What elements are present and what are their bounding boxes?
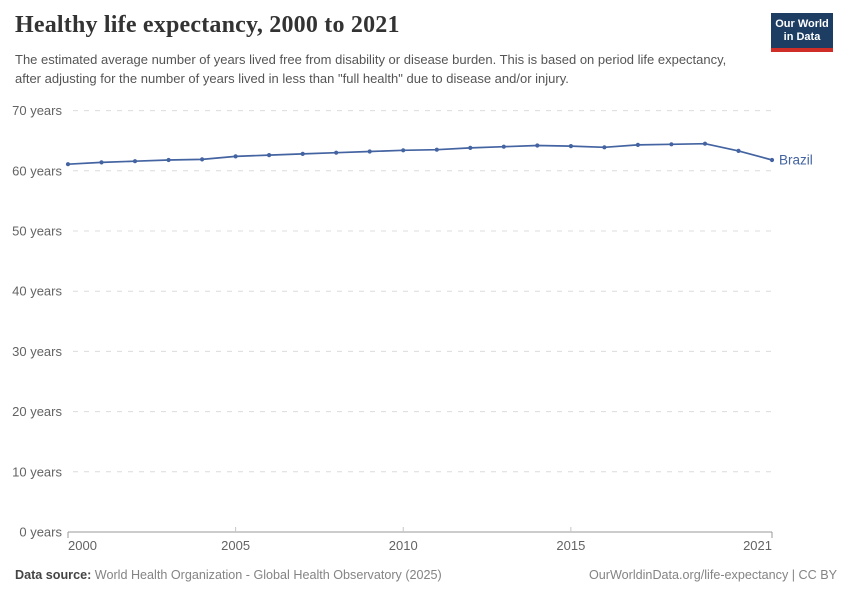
y-axis-tick-label: 20 years [12, 404, 62, 419]
data-source-label: Data source: [15, 568, 92, 582]
data-point-marker[interactable] [99, 160, 104, 165]
attribution-link[interactable]: OurWorldinData.org/life-expectancy | CC … [588, 568, 837, 582]
data-point-marker[interactable] [501, 144, 506, 149]
chart-subtitle: The estimated average number of years li… [15, 52, 727, 86]
data-point-marker[interactable] [769, 157, 775, 163]
owid-logo[interactable]: Our World in Data [771, 13, 833, 52]
data-point-marker[interactable] [233, 154, 238, 159]
data-point-marker[interactable] [65, 162, 71, 167]
series-line-brazil[interactable] [67, 142, 773, 166]
owid-logo-line1: Our World [775, 18, 829, 30]
data-source-text[interactable]: World Health Organization - Global Healt… [94, 568, 442, 582]
data-point-marker[interactable] [736, 148, 741, 153]
data-point-marker[interactable] [367, 149, 372, 154]
data-point-marker[interactable] [702, 141, 708, 146]
y-axis-tick-label: 40 years [12, 284, 62, 299]
data-point-marker[interactable] [334, 150, 339, 155]
x-axis-tick-label: 2005 [221, 538, 250, 553]
x-axis-tick-label: 2010 [389, 538, 418, 553]
data-point-marker[interactable] [535, 143, 540, 148]
y-axis-tick-label: 30 years [12, 344, 62, 359]
y-axis-tick-label: 70 years [12, 103, 62, 118]
data-point-marker[interactable] [166, 157, 171, 163]
x-axis-tick-label: 2015 [556, 538, 585, 553]
data-point-marker[interactable] [401, 148, 406, 153]
y-axis-tick-label: 0 years [19, 525, 62, 540]
data-point-marker[interactable] [568, 144, 574, 149]
y-axis-tick-label: 60 years [12, 163, 62, 178]
data-point-marker[interactable] [200, 157, 205, 162]
data-point-marker[interactable] [635, 142, 641, 147]
x-axis-tick-label: 2000 [68, 538, 97, 553]
y-axis-tick-label: 10 years [12, 464, 62, 479]
y-axis-tick-label: 50 years [12, 224, 62, 239]
data-point-marker[interactable] [669, 142, 674, 147]
data-point-marker[interactable] [434, 147, 439, 152]
data-point-marker[interactable] [132, 159, 138, 164]
data-source: Data source: World Health Organization -… [15, 568, 442, 582]
data-point-marker[interactable] [468, 145, 473, 150]
chart-title: Healthy life expectancy, 2000 to 2021 [15, 12, 400, 38]
data-point-marker[interactable] [602, 145, 607, 150]
data-point-marker[interactable] [300, 151, 305, 156]
data-point-marker[interactable] [267, 153, 272, 158]
owid-logo-line2: in Data [783, 31, 821, 43]
series-label-brazil[interactable]: Brazil [779, 152, 813, 167]
x-axis-tick-label: 2021 [743, 538, 772, 553]
chart-footer: Data source: World Health Organization -… [15, 568, 837, 582]
